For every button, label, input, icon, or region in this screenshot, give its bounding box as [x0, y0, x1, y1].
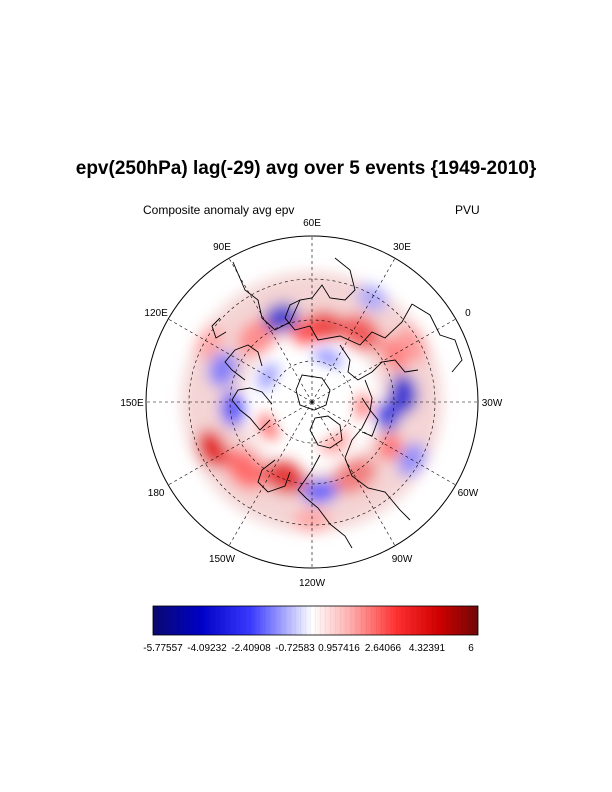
plot-subtitle-left: Composite anomaly avg epv [143, 203, 295, 217]
longitude-label: 180 [148, 488, 165, 499]
longitude-label: 90E [213, 242, 231, 253]
graticule [146, 236, 478, 568]
longitude-label: 60E [303, 218, 321, 229]
colorbar-tick-labels: -5.77557 -4.09232 -2.40908 -0.72583 0.957416… [143, 643, 474, 654]
map-border [145, 235, 479, 569]
colorbar: -5.77557 -4.09232 -2.40908 -0.72583 0.957416… [143, 605, 479, 654]
longitude-label: 150E [120, 398, 144, 409]
colorbar-tick-label: -0.72583 [275, 643, 315, 654]
longitude-labels: 60E 30E 0 30W 60W 90W 120W 150W 180 150E 120E 90E [120, 218, 503, 589]
anomaly-field [182, 272, 442, 532]
longitude-label: 30E [393, 242, 411, 253]
colorbar-tick-label: 2.64066 [365, 643, 402, 654]
colorbar-tick-label: -2.40908 [231, 643, 271, 654]
longitude-label: 120E [144, 308, 168, 319]
longitude-label: 90W [392, 554, 413, 565]
colorbar-frame [152, 605, 479, 636]
colorbar-tick-label: 4.32391 [409, 643, 446, 654]
longitude-label: 0 [465, 308, 471, 319]
colorbar-gradient [153, 606, 478, 635]
longitude-label: 30W [482, 398, 503, 409]
longitude-label: 60W [458, 488, 479, 499]
longitude-label: 120W [299, 578, 326, 589]
plot-title: epv(250hPa) lag(-29) avg over 5 events {… [75, 158, 537, 179]
colorbar-tick-label: 6 [468, 643, 474, 654]
colorbar-tick-label: -4.09232 [187, 643, 227, 654]
colorbar-segments [157, 606, 474, 635]
colorbar-tick-label: -5.77557 [143, 643, 183, 654]
longitude-label: 150W [209, 554, 236, 565]
plot-units-label: PVU [455, 203, 480, 217]
colorbar-tick-label: 0.957416 [318, 643, 360, 654]
